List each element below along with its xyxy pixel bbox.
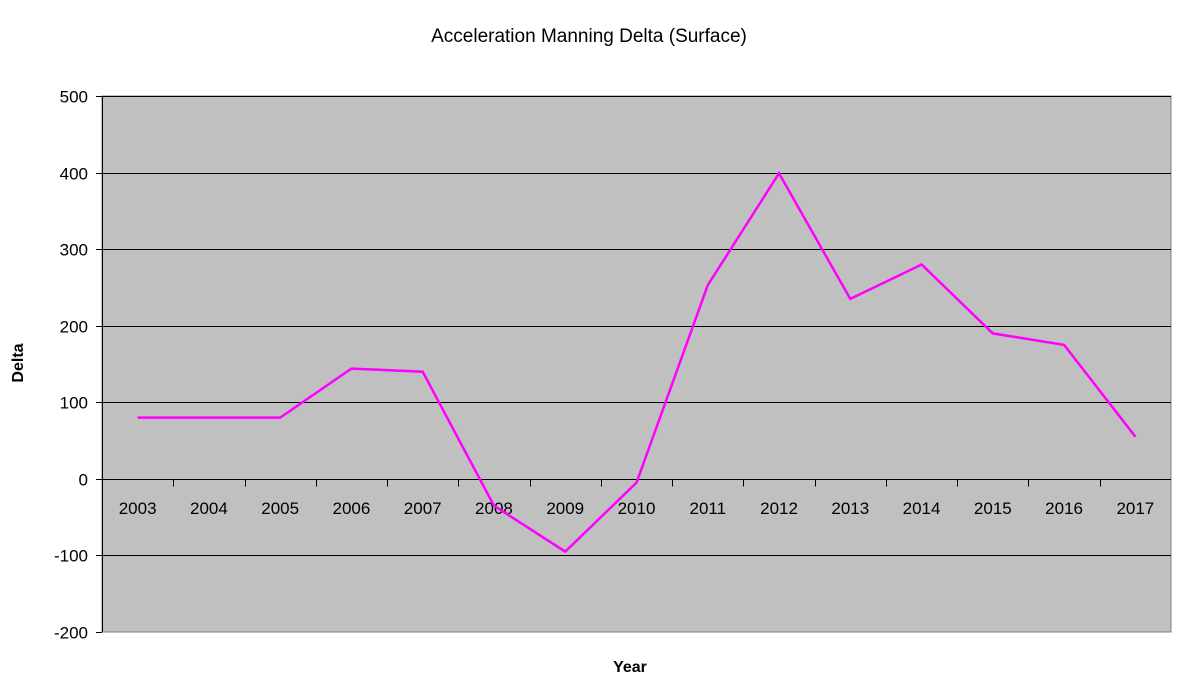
x-tick-label: 2016	[1045, 499, 1083, 518]
y-tick-label: 100	[60, 394, 88, 413]
x-tick-label: 2012	[760, 499, 798, 518]
series-line	[137, 170, 1137, 554]
x-tick-label: 2017	[1116, 499, 1154, 518]
x-axis-label: Year	[613, 659, 647, 676]
y-tick-label: 400	[60, 165, 88, 184]
y-tick-label: 0	[79, 471, 88, 490]
x-tick-label: 2010	[618, 499, 656, 518]
x-tick-label: 2011	[689, 499, 726, 518]
y-tick-label: 300	[60, 241, 88, 260]
x-tick-label: 2007	[404, 499, 442, 518]
x-tick-label: 2006	[333, 499, 371, 518]
plot-area	[101, 95, 1172, 633]
y-axis-label: Delta	[10, 343, 27, 382]
y-tick-label: 200	[60, 318, 88, 337]
x-axis-ticks: 2003 2004 2005 2006 2007 2008 2009 2010 2011 2012…	[119, 479, 1154, 518]
y-tick-label: -200	[54, 624, 88, 643]
y-tick-label: -100	[54, 547, 88, 566]
x-tick-label: 2015	[974, 499, 1012, 518]
x-tick-label: 2014	[903, 499, 941, 518]
y-axis-ticks: -200 -100 0 100 200 300 400 500	[54, 88, 102, 643]
x-tick-label: 2009	[546, 499, 584, 518]
x-tick-label: 2005	[261, 499, 299, 518]
chart-title: Acceleration Manning Delta (Surface)	[431, 26, 747, 47]
x-tick-label: 2003	[119, 499, 157, 518]
y-tick-label: 500	[60, 88, 88, 107]
grid-lines	[102, 96, 1171, 556]
x-tick-label: 2013	[831, 499, 869, 518]
x-tick-label: 2004	[190, 499, 228, 518]
